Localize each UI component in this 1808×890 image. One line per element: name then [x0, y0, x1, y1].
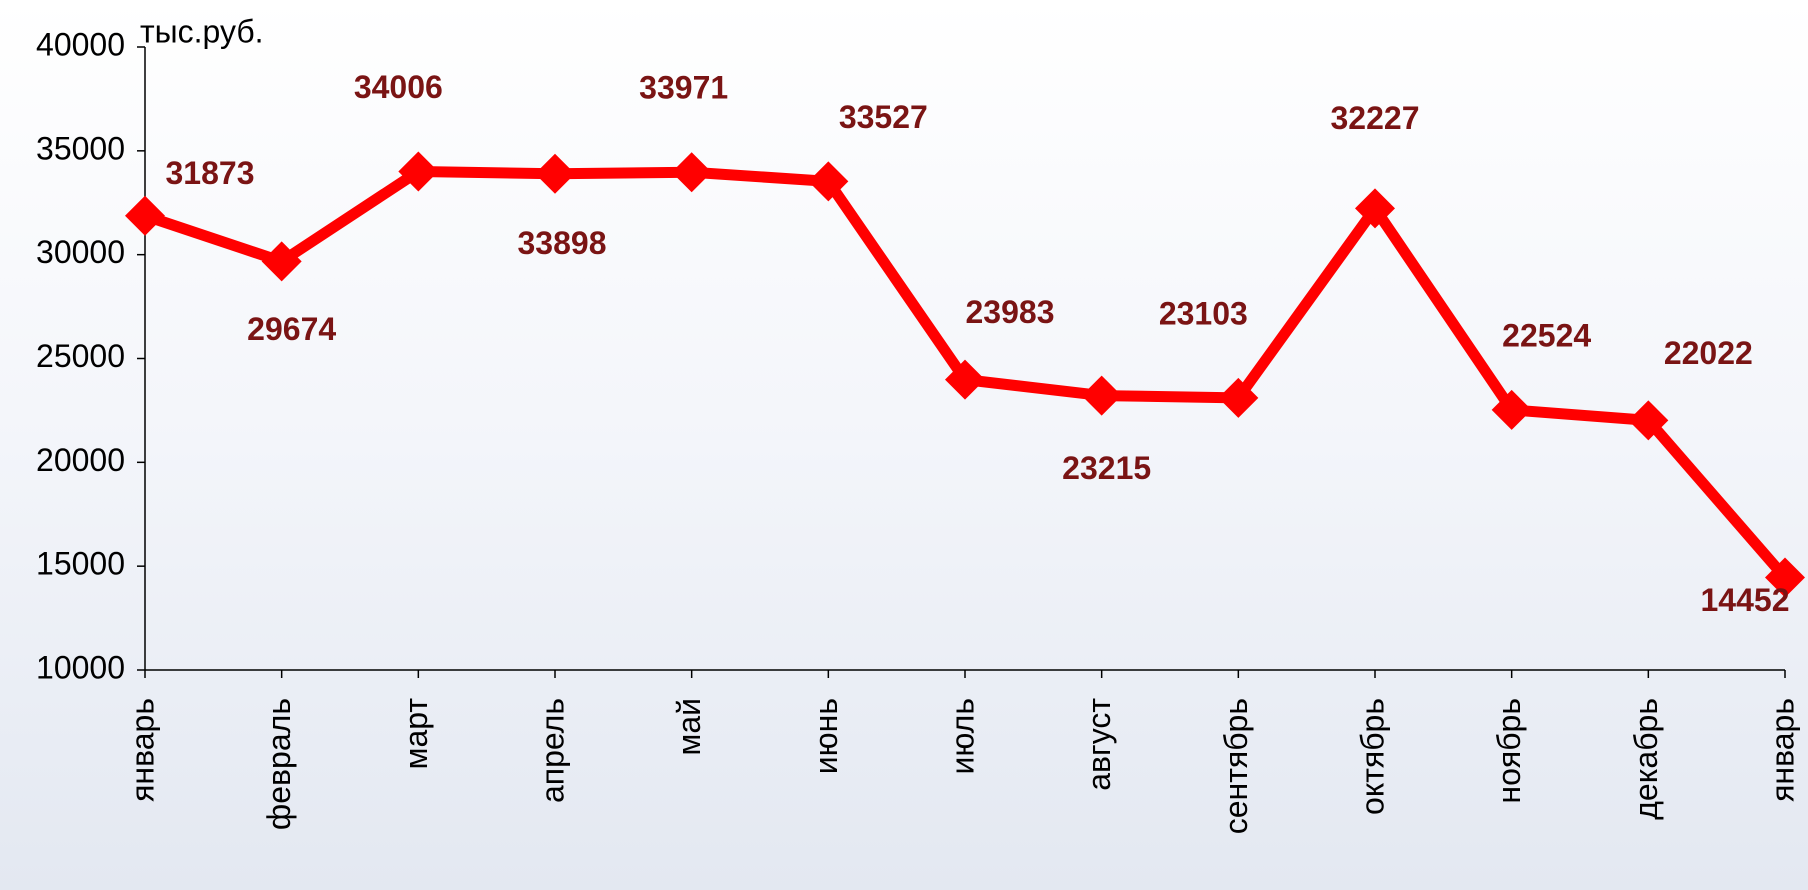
y-tick-label: 25000: [36, 338, 125, 374]
point: [1765, 557, 1805, 598]
x-tick-label: январь: [1764, 698, 1800, 802]
y-tick-label: 40000: [36, 26, 125, 62]
point: [1355, 188, 1395, 229]
x-tick-label: декабрь: [1628, 698, 1664, 820]
data-label: 33971: [639, 70, 728, 106]
data-label: 22022: [1664, 335, 1753, 371]
y-tick-label: 10000: [36, 649, 125, 685]
data-label: 23103: [1159, 295, 1248, 331]
y-tick-label: 15000: [36, 546, 125, 582]
y-tick-label: 20000: [36, 442, 125, 478]
point: [1218, 377, 1259, 418]
data-label: 22524: [1502, 317, 1591, 353]
data-label: 33527: [839, 99, 928, 135]
point: [125, 195, 165, 236]
x-tick-label: июль: [944, 698, 980, 775]
y-axis-label: тыс.руб.: [140, 13, 264, 49]
x-tick-label: август: [1081, 698, 1117, 791]
data-label: 32227: [1331, 100, 1420, 136]
data-label: 34006: [354, 69, 443, 105]
y-tick-label: 35000: [36, 130, 125, 166]
point: [1491, 389, 1532, 430]
point: [945, 359, 985, 400]
point: [808, 161, 849, 202]
x-tick-label: апрель: [534, 698, 570, 803]
x-tick-label: май: [671, 698, 707, 756]
data-label: 14452: [1701, 582, 1790, 618]
data-label: 29674: [247, 311, 336, 347]
data-label: 33898: [518, 225, 607, 261]
point: [398, 151, 439, 192]
x-tick-label: февраль: [261, 698, 297, 830]
data-label: 23215: [1062, 450, 1151, 486]
point: [1628, 400, 1669, 441]
x-tick-label: ноябрь: [1491, 698, 1527, 804]
y-tick-label: 30000: [36, 234, 125, 270]
x-tick-label: март: [398, 698, 434, 770]
point: [535, 153, 575, 194]
x-tick-label: сентябрь: [1218, 698, 1254, 834]
x-tick-label: октябрь: [1354, 698, 1390, 815]
x-tick-label: июнь: [808, 698, 844, 774]
point: [671, 152, 712, 193]
data-label: 31873: [166, 155, 255, 191]
data-label: 23983: [966, 294, 1055, 330]
point: [1081, 375, 1122, 416]
x-tick-label: январь: [124, 698, 160, 802]
point: [261, 241, 302, 282]
